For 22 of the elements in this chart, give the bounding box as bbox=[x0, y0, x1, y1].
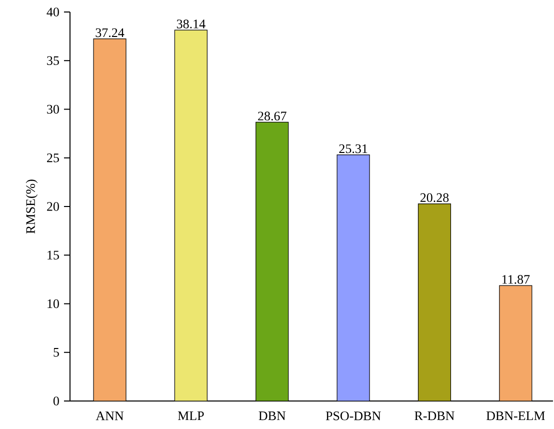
x-tick-label: ANN bbox=[96, 412, 124, 420]
y-tick-label: 10 bbox=[48, 299, 59, 308]
data-label: 20.28 bbox=[420, 193, 449, 202]
x-tick-label: R-DBN bbox=[414, 412, 454, 420]
y-tick-label: 30 bbox=[47, 104, 59, 114]
x-tick-label: DBN bbox=[258, 412, 286, 420]
data-label: 11.87 bbox=[502, 275, 530, 284]
y-tick-label: 5 bbox=[54, 348, 59, 357]
y-tick-label: 40 bbox=[46, 8, 59, 16]
y-tick-label: 20 bbox=[47, 202, 59, 211]
y-tick-label: 25 bbox=[47, 154, 59, 162]
data-label: 37.24 bbox=[96, 28, 124, 38]
data-label: 28.67 bbox=[258, 112, 286, 120]
x-tick-label: DBN-ELM bbox=[486, 412, 545, 420]
data-label: 25.31 bbox=[339, 144, 368, 154]
y-tick-label: 15 bbox=[48, 250, 59, 260]
y-tick-label: 35 bbox=[47, 56, 59, 65]
x-tick-label: MLP bbox=[178, 412, 204, 420]
data-label: 38.14 bbox=[176, 20, 206, 28]
y-axis-title: RMSE(%) bbox=[26, 180, 38, 234]
y-tick-label: 0 bbox=[53, 396, 59, 406]
x-tick-label: PSO-DBN bbox=[326, 412, 381, 420]
